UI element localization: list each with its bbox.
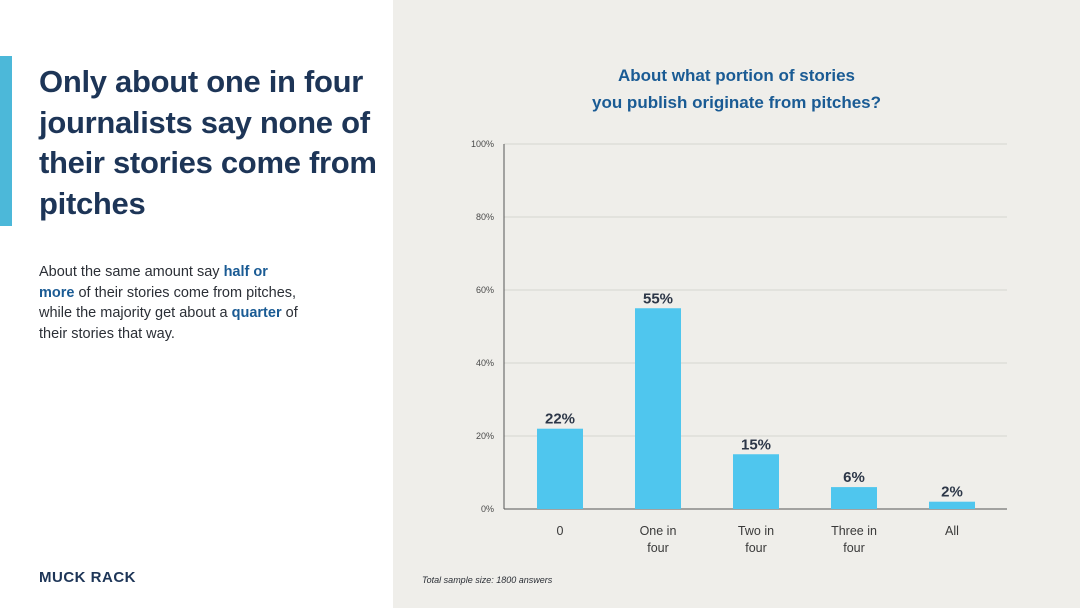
body-highlight-half-or-more: half or more — [39, 264, 268, 301]
chart-title-line-2: you publish originate from pitches? — [591, 93, 882, 112]
bar-1 — [635, 308, 681, 509]
category-label-3-line-1: four — [843, 541, 865, 555]
accent-bar — [0, 56, 12, 226]
right-panel: About what portion of stories you publis… — [393, 0, 1080, 608]
body-highlight-quarter: quarter — [231, 305, 282, 321]
category-label-4-line-0: All — [945, 524, 959, 538]
muck-rack-logo: MUCK RACK — [39, 569, 136, 586]
body-text-part1: About the same amount say — [39, 264, 224, 280]
category-label-2: Two in four — [738, 524, 774, 555]
y-tick-label-80: 80% — [476, 212, 494, 222]
bar-chart: 0% 20% 40% 60% 80% 100% 22% 0 55% One in four 15% Tw… — [471, 139, 1007, 555]
bar-4 — [929, 501, 975, 509]
category-label-1-line-0: One in — [640, 524, 677, 538]
bar-3 — [831, 487, 877, 509]
value-label-2: 15% — [741, 436, 771, 453]
category-label-0-line-0: 0 — [557, 524, 564, 538]
value-label-1: 55% — [643, 290, 673, 307]
bar-2 — [733, 454, 779, 509]
bar-0 — [537, 428, 583, 509]
y-tick-label-100: 100% — [471, 139, 494, 149]
category-label-2-line-0: Two in — [738, 524, 774, 538]
value-label-4: 2% — [941, 484, 963, 501]
y-tick-label-0: 0% — [481, 504, 494, 514]
left-panel: Only about one in four journalists say n… — [0, 0, 393, 608]
category-label-0: 0 — [557, 524, 564, 538]
category-label-3-line-0: Three in — [831, 524, 877, 538]
category-label-3: Three in four — [831, 524, 877, 555]
body-text-part3: of their stories that way. — [39, 305, 298, 342]
chart-title: About what portion of stories you publis… — [393, 62, 1080, 116]
value-label-3: 6% — [843, 469, 865, 486]
body-text: About the same amount say half or more o… — [39, 262, 299, 344]
body-text-part2: of their stories come from pitches, whil… — [39, 284, 297, 322]
chart-title-line-1: About what portion of stories — [617, 66, 856, 85]
category-label-2-line-1: four — [745, 541, 767, 555]
y-tick-label-40: 40% — [476, 358, 494, 368]
headline: Only about one in four journalists say n… — [39, 64, 377, 221]
value-label-0: 22% — [545, 411, 575, 428]
footnote: Total sample size: 1800 answers — [422, 575, 553, 585]
y-tick-label-20: 20% — [476, 431, 494, 441]
category-label-1: One in four — [640, 524, 677, 555]
y-tick-label-60: 60% — [476, 285, 494, 295]
category-label-4: All — [945, 524, 959, 538]
category-label-1-line-1: four — [647, 541, 669, 555]
